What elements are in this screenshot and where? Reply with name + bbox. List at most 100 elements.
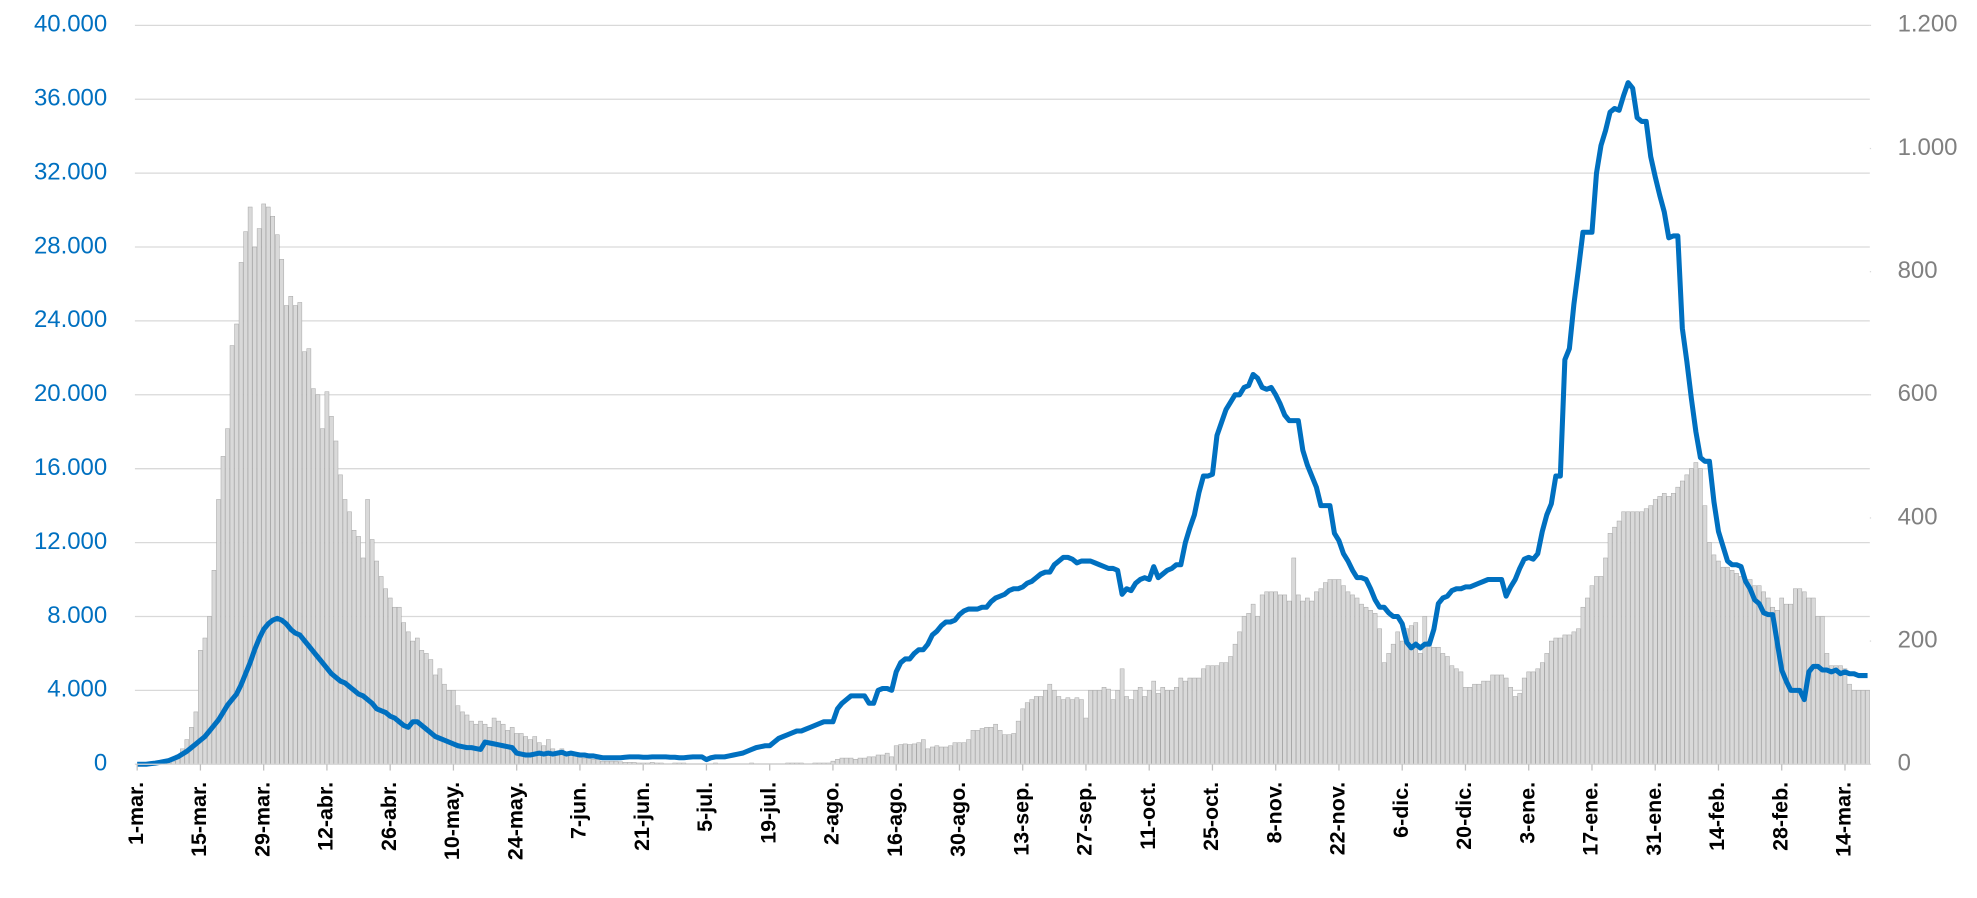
bar	[473, 723, 479, 765]
bar	[1070, 699, 1075, 765]
x-tick-label: 28-feb.	[1768, 782, 1792, 851]
bar	[1436, 646, 1441, 765]
bar	[1481, 680, 1486, 765]
bar	[1065, 697, 1071, 765]
bar	[446, 690, 452, 765]
bar	[889, 756, 894, 765]
bar	[455, 705, 461, 765]
bar	[1047, 683, 1053, 765]
bar	[866, 756, 872, 765]
y2-tick-label: 600	[1898, 380, 1938, 407]
bar	[283, 305, 289, 765]
bar	[1508, 687, 1513, 765]
bar	[1512, 696, 1518, 765]
bar	[306, 348, 312, 765]
bar	[1499, 674, 1504, 765]
bar	[1530, 671, 1536, 765]
x-tick-label: 26-abr.	[377, 782, 401, 851]
bar	[979, 728, 985, 765]
bar	[1372, 613, 1378, 765]
bar	[1115, 690, 1120, 765]
bar	[1043, 690, 1048, 765]
bar	[939, 746, 944, 765]
bar	[1024, 702, 1030, 765]
bar	[1250, 603, 1256, 765]
bar	[1490, 674, 1495, 765]
bar	[1458, 671, 1464, 765]
bar	[1038, 696, 1044, 765]
bar	[1707, 542, 1712, 765]
bar	[1142, 696, 1147, 765]
bar	[442, 683, 447, 765]
bar	[1155, 693, 1161, 765]
x-tick-label: 19-jul.	[756, 782, 780, 844]
bar	[1747, 579, 1753, 765]
bar	[1133, 690, 1138, 765]
bar	[1711, 554, 1717, 765]
bar	[582, 757, 587, 765]
x-tick-label: 14-feb.	[1705, 782, 1729, 851]
bar	[1797, 588, 1803, 765]
bar	[1485, 680, 1491, 765]
bar	[198, 650, 203, 765]
bar	[424, 653, 429, 765]
bar	[1815, 616, 1821, 765]
y2-tick-label: 1.200	[1898, 11, 1958, 38]
bar	[1472, 683, 1477, 765]
bar	[595, 759, 601, 765]
bar	[1431, 646, 1437, 765]
x-tick-label: 6-dic.	[1389, 782, 1413, 838]
bar	[360, 557, 366, 765]
bar	[265, 206, 271, 765]
bar	[1427, 640, 1432, 765]
bar	[1761, 591, 1766, 765]
bar	[993, 723, 998, 765]
bar	[1381, 662, 1387, 765]
bar	[1386, 653, 1391, 765]
bar	[1323, 582, 1328, 765]
bar	[329, 416, 334, 765]
bar	[1106, 688, 1111, 765]
bar	[1241, 616, 1247, 765]
bar	[1015, 720, 1021, 765]
bar	[1146, 690, 1152, 765]
bar	[1621, 511, 1626, 765]
bar	[1463, 687, 1468, 765]
bar	[1693, 462, 1699, 765]
bar	[1729, 570, 1735, 765]
bar	[1056, 696, 1062, 765]
bar	[1589, 585, 1595, 765]
bar	[577, 756, 583, 765]
bar	[1164, 690, 1170, 765]
bar	[1268, 591, 1274, 765]
bar	[568, 754, 574, 765]
y-tick-label: 24.000	[34, 306, 107, 333]
bar	[1630, 511, 1635, 765]
bar	[835, 759, 840, 765]
bar	[1119, 668, 1125, 765]
x-tick-label: 24-may.	[503, 782, 527, 860]
bar	[1345, 591, 1351, 765]
bar	[1779, 597, 1785, 765]
bar	[523, 736, 529, 765]
bar	[997, 730, 1003, 765]
bar	[916, 742, 922, 765]
bar	[1169, 690, 1175, 765]
bar	[586, 757, 592, 765]
x-tick-label: 8-nov.	[1262, 782, 1286, 844]
bar	[1228, 656, 1233, 765]
bar	[527, 739, 533, 765]
bar	[1074, 697, 1080, 765]
bar	[211, 570, 217, 765]
bar	[356, 536, 361, 765]
bar	[1449, 665, 1455, 765]
bar	[1033, 696, 1039, 765]
bar	[279, 259, 285, 765]
bar	[464, 714, 470, 765]
bar	[961, 742, 967, 765]
bar	[1359, 603, 1364, 765]
y-tick-label: 12.000	[34, 528, 107, 555]
bar	[1738, 576, 1744, 765]
bar	[1535, 668, 1541, 765]
bar	[1305, 597, 1310, 765]
